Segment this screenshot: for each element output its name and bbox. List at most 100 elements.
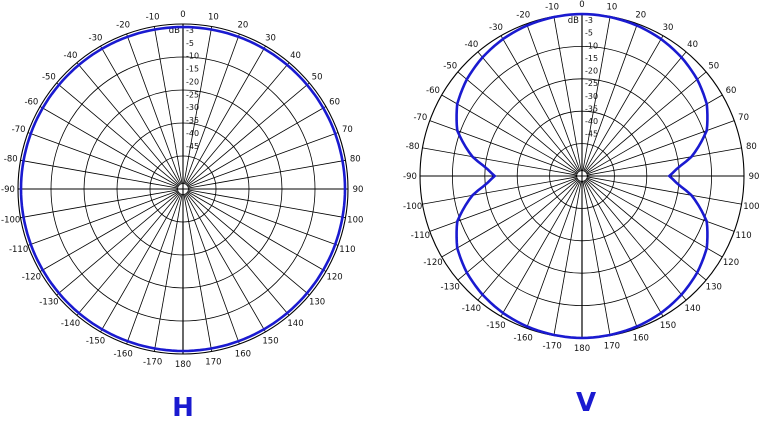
- angle-tick-label: 100: [347, 215, 363, 225]
- spoke-0-140: [203, 214, 290, 316]
- pattern-curve-V: [455, 12, 709, 340]
- radial-level-label: -35: [186, 116, 199, 125]
- inner-spoke-0-140: [185, 192, 205, 215]
- inner-spoke-0-210: [166, 193, 181, 218]
- spoke-1-50: [606, 71, 707, 156]
- inner-spoke-1-100: [586, 176, 614, 182]
- angle-tick-label: -110: [9, 245, 28, 255]
- angle-tick-label: -30: [89, 33, 103, 43]
- pattern-curve-H: [19, 25, 347, 353]
- angle-tick-label: -20: [116, 21, 130, 31]
- inner-spoke-1-60: [585, 159, 611, 174]
- inner-spoke-0-310: [157, 167, 180, 187]
- angle-tick-label: 30: [663, 23, 674, 33]
- spoke-0-10: [188, 26, 213, 157]
- angle-tick-label: 160: [235, 349, 251, 359]
- inner-spoke-0-20: [184, 157, 195, 185]
- angle-tick-label: -50: [42, 73, 56, 83]
- spoke-1-100: [613, 181, 742, 205]
- inner-spoke-0-80: [187, 182, 216, 189]
- spoke-1-80: [613, 147, 742, 171]
- inner-spoke-1-190: [576, 180, 582, 208]
- angle-tick-label: -120: [22, 273, 41, 283]
- angle-tick-label: 120: [326, 273, 342, 283]
- spoke-1-310: [457, 71, 558, 156]
- angle-tick-label: 130: [309, 298, 325, 308]
- spoke-1-110: [612, 186, 735, 232]
- spoke-1-40: [602, 51, 687, 152]
- inner-spoke-0-10: [183, 156, 190, 185]
- angle-tick-label: 140: [684, 304, 700, 314]
- angle-tick-label: 40: [687, 40, 698, 50]
- radial-level-label: -10: [186, 52, 199, 61]
- spoke-0-250: [27, 199, 153, 246]
- inner-spoke-0-280: [150, 182, 179, 189]
- angle-tick-label: 150: [660, 321, 676, 331]
- angle-tick-label: 170: [205, 357, 221, 367]
- inner-spoke-0-120: [187, 191, 212, 206]
- spoke-0-40: [203, 62, 290, 164]
- spoke-0-240: [39, 205, 155, 272]
- inner-spoke-0-350: [176, 156, 183, 185]
- polar-chart-h: -170-160-150-140-130-120-110-100-90-80-7…: [1, 10, 363, 370]
- spoke-0-100: [215, 194, 346, 219]
- inner-spoke-1-40: [584, 150, 604, 173]
- radial-level-label: -25: [186, 90, 199, 99]
- inner-spoke-0-50: [186, 167, 209, 187]
- radial-level-label: -3: [186, 26, 194, 35]
- angle-tick-label: 70: [342, 125, 353, 135]
- angle-tick-label: 10: [606, 3, 617, 13]
- inner-spoke-0-170: [183, 193, 190, 222]
- angle-tick-label: 20: [237, 21, 248, 31]
- inner-spoke-1-290: [551, 164, 578, 175]
- angle-tick-label: 90: [353, 185, 364, 195]
- radial-level-label: -10: [585, 41, 598, 50]
- radial-level-label: -35: [585, 105, 598, 114]
- spoke-1-130: [606, 196, 707, 281]
- inner-spoke-0-220: [161, 192, 181, 215]
- radial-level-label: -15: [585, 54, 598, 63]
- spoke-0-50: [208, 82, 310, 169]
- radial-level-label: -15: [186, 65, 199, 74]
- inner-spoke-0-250: [151, 190, 179, 201]
- radial-level-label: -20: [186, 78, 199, 87]
- inner-spoke-1-260: [550, 176, 578, 182]
- spoke-1-220: [477, 200, 562, 301]
- angle-tick-label: -40: [64, 51, 78, 61]
- spoke-0-150: [199, 217, 266, 333]
- inner-spoke-0-260: [150, 189, 179, 196]
- radial-level-label: -45: [585, 130, 598, 139]
- spoke-1-160: [592, 206, 638, 329]
- angle-tick-label: -20: [516, 10, 530, 20]
- spoke-1-350: [553, 16, 577, 145]
- inner-spoke-1-210: [565, 179, 580, 205]
- chart-caption-h: H: [172, 393, 194, 421]
- angle-tick-label: 70: [738, 113, 749, 123]
- inner-spoke-1-200: [570, 180, 581, 207]
- spoke-0-160: [193, 219, 240, 345]
- unit-label: dB: [169, 26, 180, 36]
- radial-level-label: -45: [186, 142, 199, 151]
- angle-tick-label: 120: [723, 258, 739, 268]
- inner-spoke-1-130: [585, 178, 608, 198]
- radial-level-label: -5: [186, 39, 194, 48]
- spoke-0-120: [211, 205, 327, 272]
- spoke-0-200: [126, 219, 173, 345]
- spoke-1-60: [609, 94, 723, 161]
- radial-level-label: -40: [186, 129, 199, 138]
- unit-label: dB: [568, 16, 579, 26]
- angle-tick-label: 30: [265, 33, 276, 43]
- spoke-1-10: [587, 16, 611, 145]
- spoke-1-150: [597, 203, 664, 317]
- spoke-1-260: [422, 181, 551, 205]
- angle-tick-label: 180: [175, 360, 191, 370]
- angle-tick-label: -30: [489, 23, 503, 33]
- inner-spoke-1-70: [586, 164, 613, 175]
- spoke-1-140: [602, 200, 687, 301]
- angle-tick-label: -140: [61, 319, 80, 329]
- inner-spoke-1-10: [582, 144, 588, 172]
- angle-tick-label: -170: [143, 357, 162, 367]
- angle-tick-label: -120: [423, 258, 442, 268]
- inner-spoke-0-190: [176, 193, 183, 222]
